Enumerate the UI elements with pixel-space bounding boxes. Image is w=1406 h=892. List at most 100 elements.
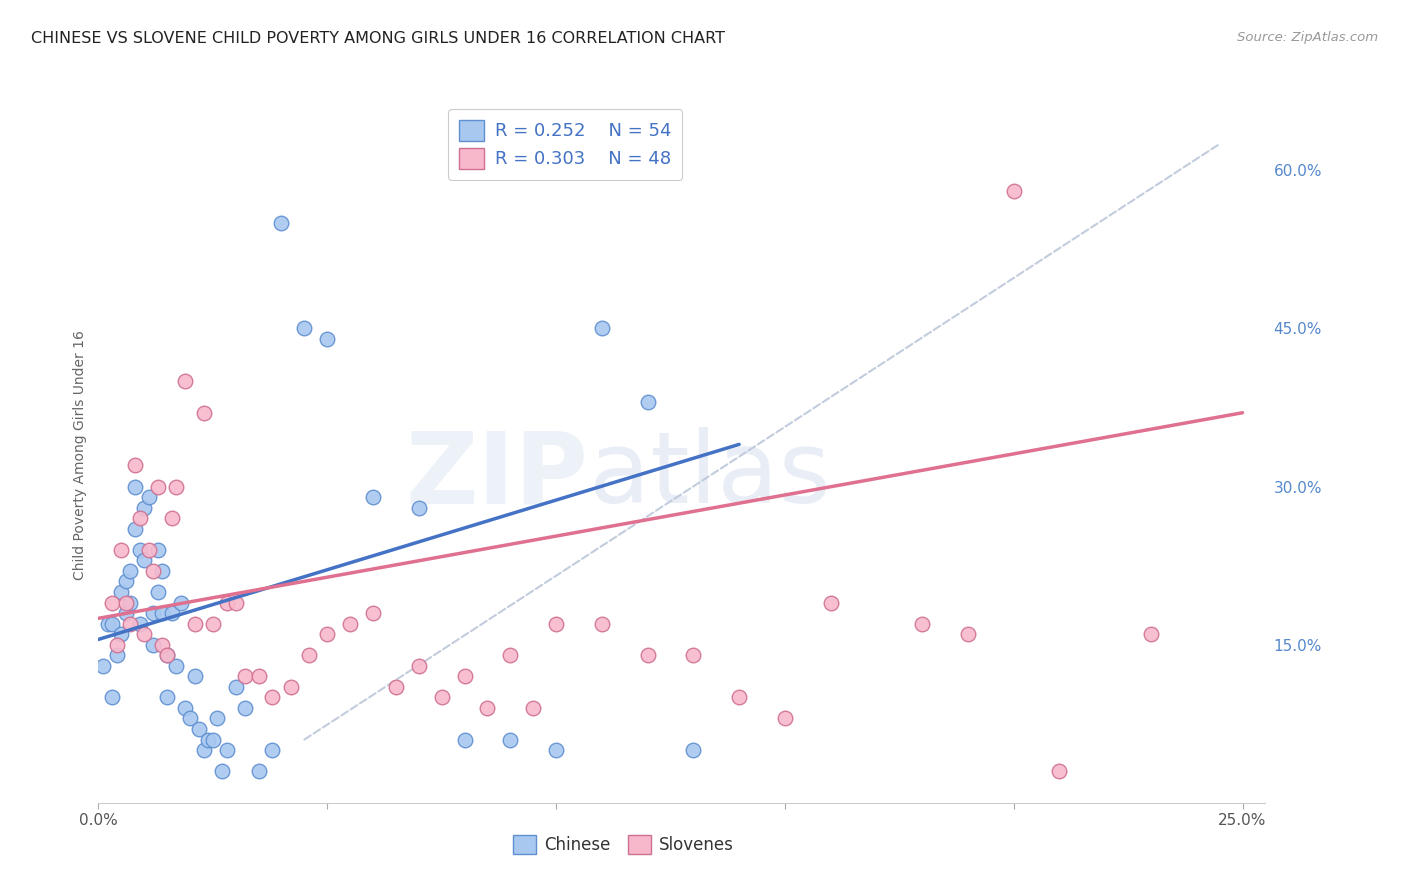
Point [316,332,339,346]
Point [160,606,183,620]
Point [361,606,384,620]
Point [146,585,169,599]
Point [682,648,704,663]
Point [728,690,751,705]
Point [499,648,522,663]
Point [408,500,430,515]
Point [453,732,475,747]
Text: ZIP: ZIP [406,427,589,524]
Point [773,711,796,725]
Point [142,564,165,578]
Point [142,606,165,620]
Point [165,658,187,673]
Point [211,764,233,779]
Point [165,479,187,493]
Point [183,669,205,683]
Point [110,542,132,557]
Point [385,680,408,694]
Y-axis label: Child Poverty Among Girls Under 16: Child Poverty Among Girls Under 16 [73,330,87,580]
Point [170,595,193,609]
Point [225,680,247,694]
Point [215,595,238,609]
Point [124,458,146,473]
Point [262,690,284,705]
Point [188,722,211,736]
Point [128,542,150,557]
Point [101,690,124,705]
Point [682,743,704,757]
Point [156,648,179,663]
Point [138,490,160,504]
Point [183,616,205,631]
Text: CHINESE VS SLOVENE CHILD POVERTY AMONG GIRLS UNDER 16 CORRELATION CHART: CHINESE VS SLOVENE CHILD POVERTY AMONG G… [31,31,725,46]
Point [247,669,270,683]
Text: Source: ZipAtlas.com: Source: ZipAtlas.com [1237,31,1378,45]
Point [215,743,238,757]
Point [233,701,256,715]
Point [101,616,124,631]
Point [544,743,567,757]
Point [134,500,156,515]
Point [142,638,165,652]
Point [544,616,567,631]
Point [146,479,169,493]
Point [911,616,934,631]
Point [197,732,219,747]
Point [207,711,229,725]
Point [174,701,197,715]
Point [101,595,124,609]
Point [1049,764,1071,779]
Point [637,395,659,409]
Point [477,701,499,715]
Legend: Chinese, Slovenes: Chinese, Slovenes [506,828,741,861]
Point [160,511,183,525]
Point [262,743,284,757]
Point [110,627,132,641]
Point [152,606,174,620]
Point [201,616,224,631]
Point [522,701,544,715]
Point [225,595,247,609]
Point [193,743,215,757]
Point [591,616,613,631]
Point [179,711,201,725]
Text: atlas: atlas [589,427,830,524]
Point [637,648,659,663]
Point [120,616,142,631]
Point [820,595,842,609]
Point [105,648,128,663]
Point [193,406,215,420]
Point [124,522,146,536]
Point [280,680,302,694]
Point [361,490,384,504]
Point [105,638,128,652]
Point [134,627,156,641]
Point [247,764,270,779]
Point [956,627,979,641]
Point [292,321,315,335]
Point [110,585,132,599]
Point [1140,627,1163,641]
Point [128,616,150,631]
Point [270,216,292,230]
Point [97,616,120,631]
Point [152,638,174,652]
Point [408,658,430,673]
Point [152,564,174,578]
Point [146,542,169,557]
Point [1002,185,1025,199]
Point [174,374,197,388]
Point [156,690,179,705]
Point [499,732,522,747]
Point [591,321,613,335]
Point [156,648,179,663]
Point [115,606,138,620]
Point [124,479,146,493]
Point [138,542,160,557]
Point [120,595,142,609]
Point [233,669,256,683]
Point [316,627,339,641]
Point [298,648,321,663]
Point [430,690,453,705]
Point [115,574,138,589]
